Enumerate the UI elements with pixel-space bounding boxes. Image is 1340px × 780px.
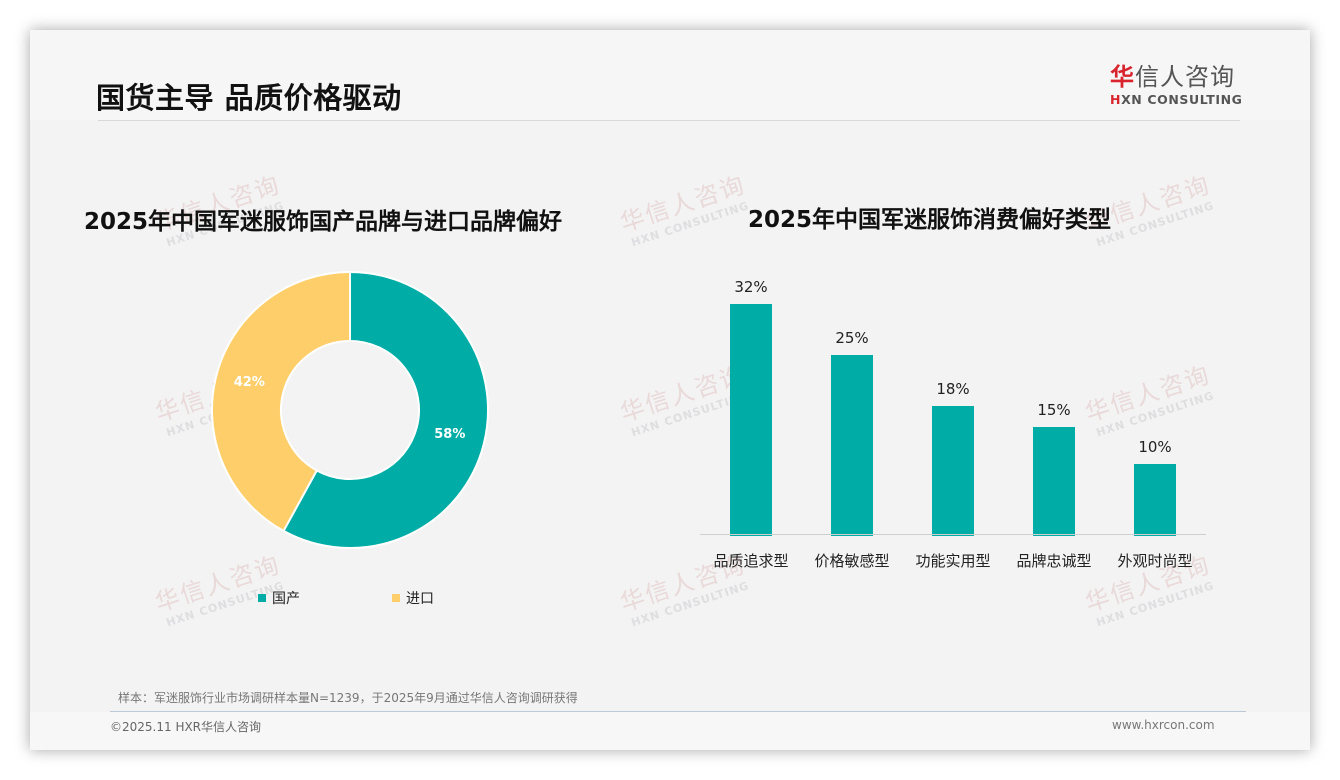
bar xyxy=(730,304,772,536)
donut-slice-0 xyxy=(282,270,489,549)
bar-value-label: 25% xyxy=(835,328,869,347)
legend-swatch-icon xyxy=(392,594,400,602)
bar xyxy=(932,405,974,536)
donut-svg xyxy=(211,270,489,549)
logo-english-text: XN CONSULTING xyxy=(1121,92,1243,107)
bar-value-label: 15% xyxy=(1037,401,1071,420)
copyright: ©2025.11 HXR华信人咨询 xyxy=(110,720,262,734)
donut-slice-1 xyxy=(211,270,351,533)
logo-accent-char: 华 xyxy=(1110,63,1135,91)
bar-category-label: 品牌忠诚型 xyxy=(1016,552,1092,570)
bar-value-label: 32% xyxy=(734,278,768,296)
donut-chart: 58% 42% xyxy=(210,270,490,550)
bar-value-label: 18% xyxy=(936,379,970,398)
bar xyxy=(1033,427,1075,536)
website-link[interactable]: www.hxrcon.com xyxy=(1112,718,1215,732)
bar xyxy=(831,354,873,536)
slide: 国货主导 品质价格驱动 华信人咨询 HXN CONSULTING 华信人咨询 HX… xyxy=(30,30,1310,750)
footer-band xyxy=(30,712,1310,750)
bar xyxy=(1134,463,1176,536)
bar-category-label: 品质追求型 xyxy=(713,552,789,570)
legend-item-domestic: 国产 xyxy=(258,588,300,608)
legend-label: 进口 xyxy=(406,591,434,607)
bar-chart-title: 2025年中国军迷服饰消费偏好类型 xyxy=(748,207,1112,233)
logo-english: HXN CONSULTING xyxy=(1110,92,1260,107)
header-band xyxy=(30,30,1310,120)
logo-en-accent: H xyxy=(1110,92,1122,107)
legend-label: 国产 xyxy=(272,591,300,607)
title-divider xyxy=(98,120,1240,121)
logo-chinese-text: 信人咨询 xyxy=(1135,63,1235,91)
company-logo: 华信人咨询 HXN CONSULTING xyxy=(1110,63,1260,107)
donut-label-imported: 42% xyxy=(233,375,265,391)
bar-category-label: 价格敏感型 xyxy=(814,552,890,570)
legend-item-imported: 进口 xyxy=(392,588,434,608)
bar-value-label: 10% xyxy=(1138,437,1172,456)
bar-category-label: 外观时尚型 xyxy=(1117,552,1193,570)
bar-category-label: 功能实用型 xyxy=(915,552,991,570)
footer-divider xyxy=(110,711,1246,712)
x-axis-line xyxy=(700,534,1206,535)
bar-chart: 32% 25% 18% 15% 10% xyxy=(700,260,1206,536)
legend-swatch-icon xyxy=(258,594,266,602)
logo-chinese: 华信人咨询 xyxy=(1110,63,1260,91)
donut-chart-title: 2025年中国军迷服饰国产品牌与进口品牌偏好 xyxy=(84,209,563,235)
page-title: 国货主导 品质价格驱动 xyxy=(96,81,402,115)
source-note: 样本：军迷服饰行业市场调研样本量N=1239，于2025年9月通过华信人咨询调研… xyxy=(118,691,578,705)
donut-label-domestic: 58% xyxy=(434,426,466,442)
